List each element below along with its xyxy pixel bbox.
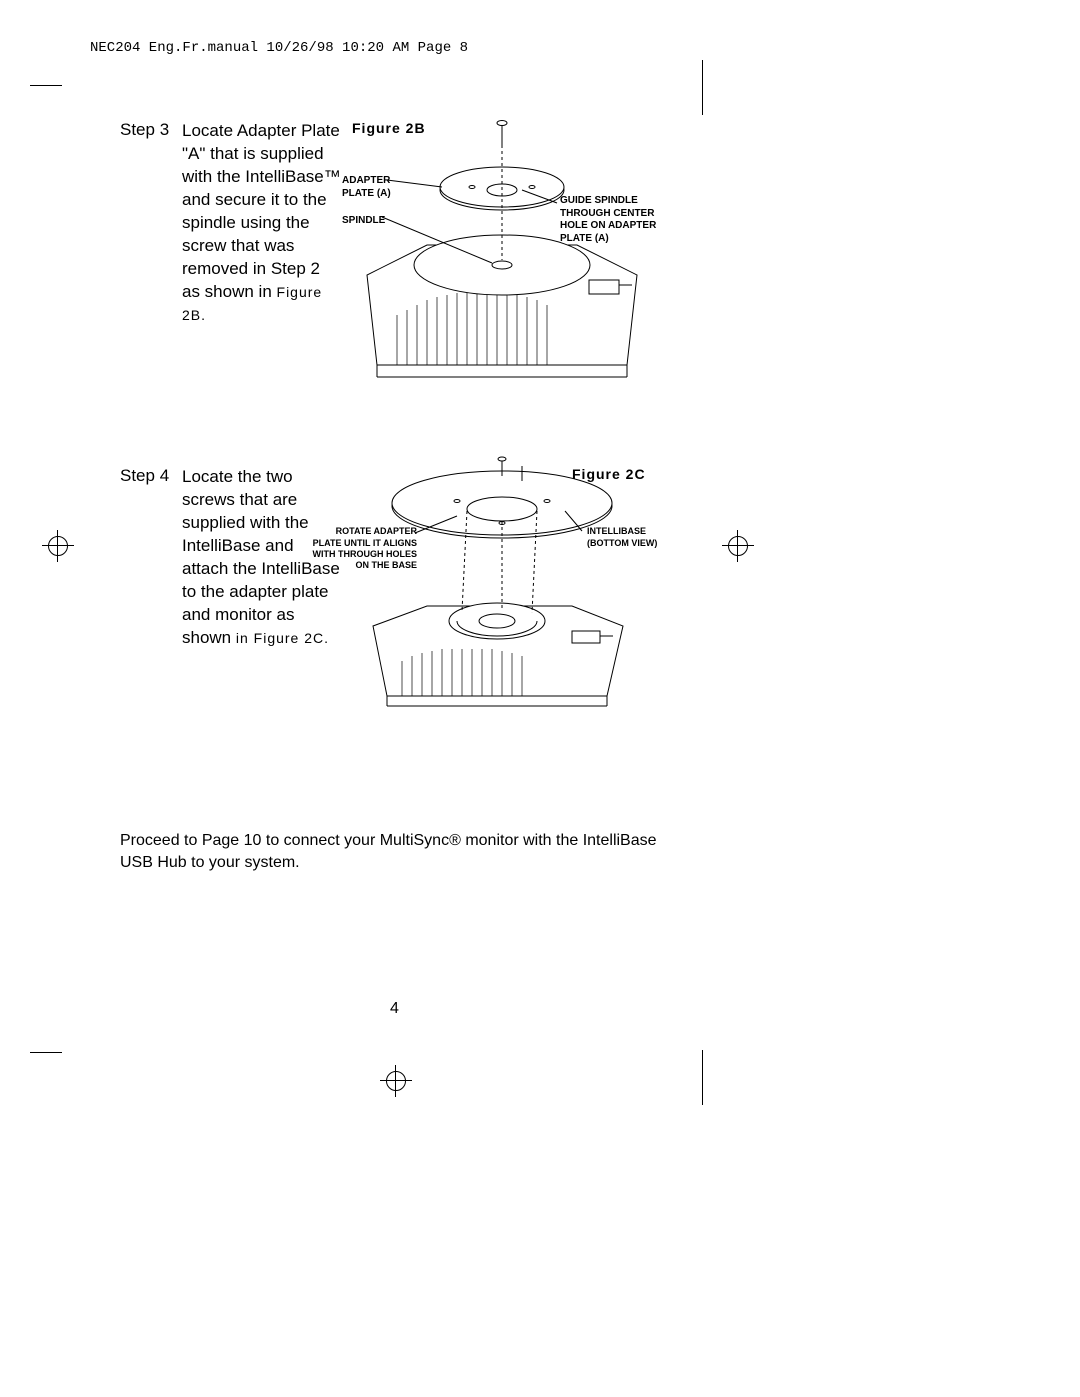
diagram-2c-svg bbox=[327, 461, 667, 721]
page-content: Step 3 Locate Adapter Plate "A" that is … bbox=[120, 120, 680, 790]
step-4: Step 4 Locate the two screws that are su… bbox=[120, 466, 680, 650]
step-3: Step 3 Locate Adapter Plate "A" that is … bbox=[120, 120, 680, 326]
step-body: Locate Adapter Plate "A" that is supplie… bbox=[182, 121, 341, 301]
figure-2c: Figure 2C ROTATE ADAPTER PLATE UNTIL IT … bbox=[342, 466, 680, 650]
figure-reference: in Figure 2C. bbox=[236, 630, 329, 646]
prepress-header: NEC204 Eng.Fr.manual 10/26/98 10:20 AM P… bbox=[90, 40, 468, 56]
footer-instruction: Proceed to Page 10 to connect your Multi… bbox=[120, 830, 680, 873]
crop-mark bbox=[30, 85, 62, 86]
diagram-2b-svg bbox=[327, 115, 667, 395]
step-label: Step 4 bbox=[120, 466, 182, 650]
crop-mark bbox=[702, 1050, 703, 1105]
step-label: Step 3 bbox=[120, 120, 182, 326]
crop-mark bbox=[702, 60, 703, 115]
step-text: Locate Adapter Plate "A" that is supplie… bbox=[182, 120, 342, 326]
crop-mark bbox=[30, 1052, 62, 1053]
page-number: 4 bbox=[390, 1000, 399, 1018]
figure-2b: Figure 2B ADAPTER PLATE (A) SPINDLE GUID… bbox=[342, 120, 680, 326]
